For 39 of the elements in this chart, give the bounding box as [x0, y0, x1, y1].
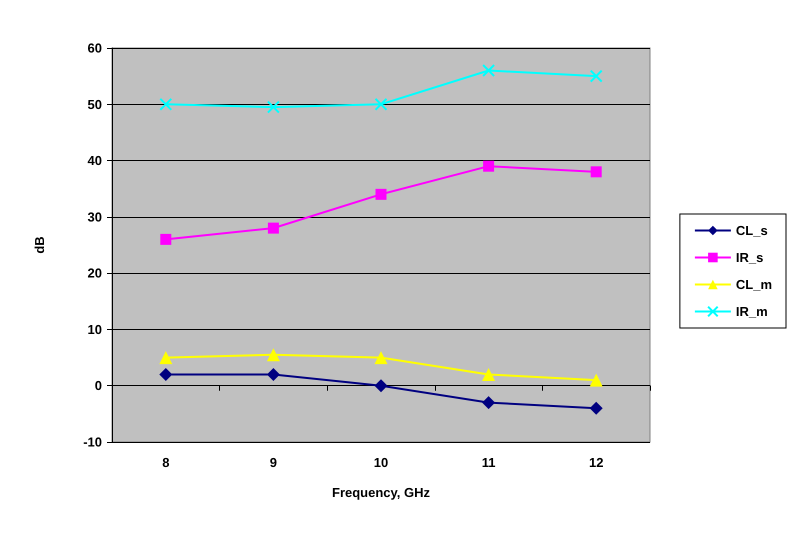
legend-label: IR_m — [736, 304, 768, 319]
legend-label: CL_m — [736, 277, 772, 292]
y-tick-label: 20 — [88, 266, 102, 281]
x-tick-label: 12 — [588, 455, 604, 470]
point — [159, 98, 172, 111]
point — [590, 70, 603, 83]
point — [590, 374, 603, 387]
y-tick-label: 10 — [88, 322, 102, 337]
y-tick-label: 0 — [94, 378, 102, 394]
x-tick-label: 8 — [162, 455, 170, 470]
point — [374, 379, 388, 392]
point — [483, 160, 494, 172]
point — [266, 348, 280, 362]
x-tick-label: 10 — [374, 455, 388, 470]
point — [266, 100, 280, 114]
point — [374, 98, 388, 111]
x-tick-label: 9 — [270, 455, 278, 470]
y-axis-title: dB — [32, 236, 47, 254]
point — [482, 368, 496, 381]
x-tick-label: 11 — [482, 455, 496, 470]
point — [590, 402, 603, 415]
point — [160, 234, 172, 245]
point — [159, 368, 172, 381]
point — [482, 396, 496, 410]
point — [374, 351, 388, 364]
point — [590, 166, 602, 178]
point — [376, 188, 386, 200]
legend-label: CL_s — [736, 223, 768, 238]
y-tick-label: 30 — [88, 209, 102, 224]
y-tick-label: 50 — [88, 96, 102, 112]
point — [268, 222, 279, 234]
x-axis-title: Frequency, GHz — [332, 485, 430, 500]
point — [266, 368, 280, 381]
y-tick-label: -10 — [83, 434, 102, 450]
y-tick-label: 40 — [88, 153, 102, 168]
y-tick-label: 60 — [88, 40, 102, 56]
point — [482, 64, 496, 78]
point — [159, 351, 172, 364]
legend-label: IR_s — [736, 250, 764, 265]
